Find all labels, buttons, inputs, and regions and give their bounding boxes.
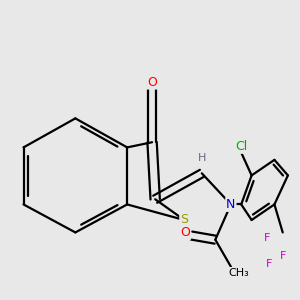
Text: F: F [264, 232, 270, 243]
Text: F: F [266, 259, 272, 269]
Text: Cl: Cl [235, 140, 248, 153]
Text: O: O [180, 226, 190, 239]
Text: F: F [280, 251, 286, 261]
Text: CH₃: CH₃ [228, 268, 249, 278]
Text: H: H [198, 153, 206, 163]
Text: N: N [226, 198, 236, 211]
Text: O: O [147, 76, 157, 88]
Text: S: S [180, 214, 188, 226]
